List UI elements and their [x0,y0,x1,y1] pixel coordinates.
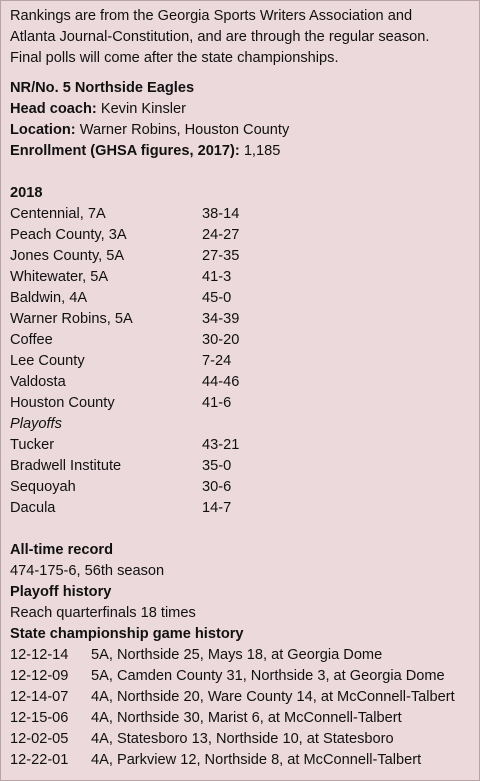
season-games-list: Centennial, 7A 38-14 Peach County, 3A 24-2… [10,204,471,414]
playoff-score: 30-6 [202,479,232,495]
head-coach-label: Head coach: [10,101,97,117]
game-row: Baldwin, 4A 45-0 [10,288,471,309]
location-line: Location: Warner Robins, Houston County [10,120,471,141]
championship-date: 12-14-07 [10,689,69,705]
playoff-row: Bradwell Institute 35-0 [10,456,471,477]
game-row: Whitewater, 5A 41-3 [10,267,471,288]
game-row: Houston County 41-6 [10,393,471,414]
intro-line: Rankings are from the Georgia Sports Wri… [10,8,413,24]
game-row: Jones County, 5A 27-35 [10,246,471,267]
game-row: Coffee 30-20 [10,330,471,351]
game-row: Lee County 7-24 [10,351,471,372]
game-score: 38-14 [202,206,240,222]
championship-row: 12-12-14 5A, Northside 25, Mays 18, at Ge… [10,645,471,666]
playoff-games-list: Tucker 43-21 Bradwell Institute 35-0 Sequo… [10,435,471,519]
game-opponent: Baldwin, 4A [10,290,88,306]
playoff-opponent: Bradwell Institute [10,458,122,474]
playoff-score: 35-0 [202,458,232,474]
intro-paragraph: Rankings are from the Georgia Sports Wri… [10,6,471,69]
game-row: Warner Robins, 5A 34-39 [10,309,471,330]
playoff-opponent: Tucker [10,437,55,453]
game-opponent: Centennial, 7A [10,206,106,222]
game-opponent: Lee County [10,353,85,369]
enrollment-value: 1,185 [239,143,281,159]
enrollment-label: Enrollment (GHSA figures, 2017): [10,143,240,159]
game-opponent: Jones County, 5A [10,248,125,264]
head-coach-value: Kevin Kinsler [96,101,187,117]
championship-detail: 4A, Parkview 12, Northside 8, at McConne… [91,752,422,768]
head-coach-line: Head coach: Kevin Kinsler [10,99,471,120]
playoff-opponent: Sequoyah [10,479,76,495]
game-row: Peach County, 3A 24-27 [10,225,471,246]
enrollment-line: Enrollment (GHSA figures, 2017): 1,185 [10,141,471,162]
season-year: 2018 [10,185,43,201]
championship-detail: 5A, Camden County 31, Northside 3, at Ge… [91,668,445,684]
game-score: 45-0 [202,290,232,306]
championship-row: 12-22-01 4A, Parkview 12, Northside 8, at… [10,750,471,771]
game-opponent: Valdosta [10,374,66,390]
playoff-history-value: Reach quarterfinals 18 times [10,605,196,621]
championship-date: 12-12-14 [10,647,69,663]
game-score: 7-24 [202,353,232,369]
game-opponent: Warner Robins, 5A [10,311,133,327]
game-score: 41-3 [202,269,232,285]
championship-detail: 4A, Northside 30, Marist 6, at McConnell… [91,710,402,726]
game-row: Centennial, 7A 38-14 [10,204,471,225]
championship-date: 12-12-09 [10,668,69,684]
playoffs-label: Playoffs [10,416,62,432]
playoff-score: 14-7 [202,500,232,516]
playoff-row: Sequoyah 30-6 [10,477,471,498]
game-score: 24-27 [202,227,240,243]
championship-row: 12-02-05 4A, Statesboro 13, Northside 10,… [10,729,471,750]
championship-detail: 4A, Statesboro 13, Northside 10, at Stat… [91,731,394,747]
game-row: Valdosta 44-46 [10,372,471,393]
game-opponent: Whitewater, 5A [10,269,109,285]
spacer [10,519,471,540]
championship-date: 12-15-06 [10,710,69,726]
championship-detail: 5A, Northside 25, Mays 18, at Georgia Do… [91,647,383,663]
championship-date: 12-02-05 [10,731,69,747]
game-score: 44-46 [202,374,240,390]
playoff-row: Dacula 14-7 [10,498,471,519]
championship-row: 12-15-06 4A, Northside 30, Marist 6, at M… [10,708,471,729]
location-value: Warner Robins, Houston County [75,122,290,138]
game-opponent: Peach County, 3A [10,227,127,243]
spacer [10,162,471,183]
playoff-score: 43-21 [202,437,240,453]
all-time-record-label: All-time record [10,542,113,558]
game-opponent: Coffee [10,332,53,348]
team-title: NR/No. 5 Northside Eagles [10,80,195,96]
game-opponent: Houston County [10,395,115,411]
game-score: 27-35 [202,248,240,264]
location-label: Location: [10,122,76,138]
playoff-row: Tucker 43-21 [10,435,471,456]
championship-row: 12-12-09 5A, Camden County 31, Northside … [10,666,471,687]
all-time-record-value: 474-175-6, 56th season [10,563,165,579]
playoff-opponent: Dacula [10,500,56,516]
intro-line: Atlanta Journal-Constitution, and are th… [10,29,430,45]
game-score: 41-6 [202,395,232,411]
championship-row: 12-14-07 4A, Northside 20, Ware County 14… [10,687,471,708]
game-score: 30-20 [202,332,240,348]
state-championship-label: State championship game history [10,626,244,642]
game-score: 34-39 [202,311,240,327]
playoff-history-label: Playoff history [10,584,112,600]
championship-detail: 4A, Northside 20, Ware County 14, at McC… [91,689,455,705]
championship-date: 12-22-01 [10,752,69,768]
intro-line: Final polls will come after the state ch… [10,50,339,66]
state-championship-list: 12-12-14 5A, Northside 25, Mays 18, at Ge… [10,645,471,771]
